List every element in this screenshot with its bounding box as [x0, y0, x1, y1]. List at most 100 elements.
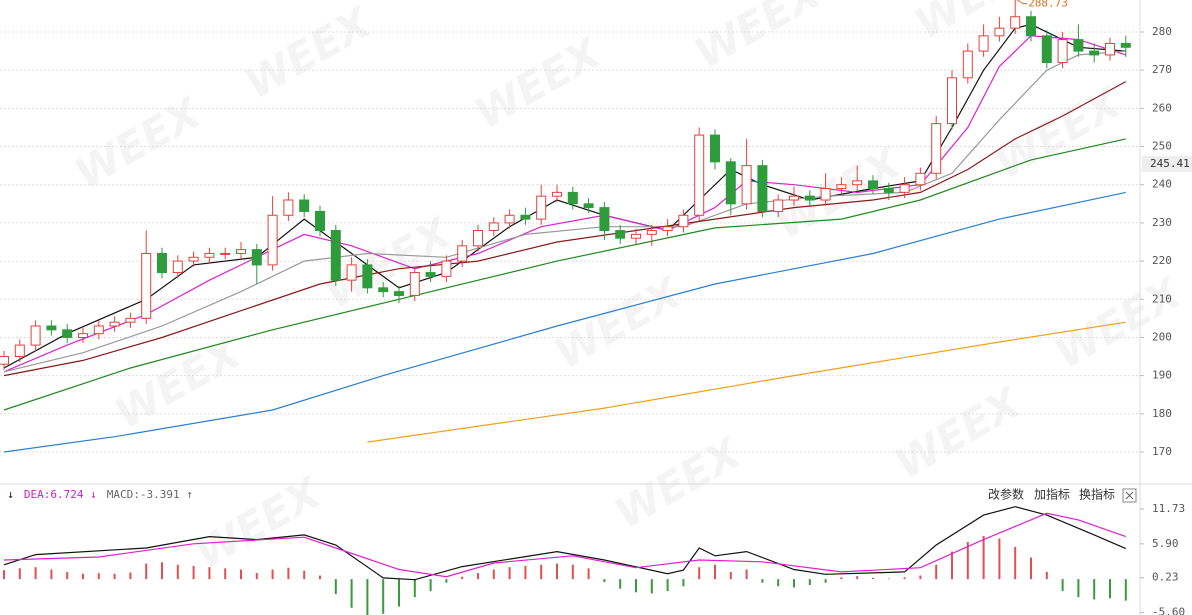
button[interactable]: 改参数	[988, 487, 1024, 502]
macd-bar	[461, 576, 464, 580]
y-tick-label: 220	[1152, 254, 1172, 267]
candle-body	[141, 252, 152, 319]
candle-body	[504, 214, 515, 224]
macd-bar	[887, 578, 890, 580]
macd-bar	[872, 577, 874, 580]
macd-bar	[729, 571, 732, 580]
macd-bar	[398, 579, 400, 607]
y-tick-label: -5.60	[1152, 606, 1185, 615]
button[interactable]: 换指标	[1079, 487, 1115, 502]
candle-body	[346, 264, 357, 281]
candle-body	[536, 195, 547, 220]
watermark: WEEX	[106, 327, 251, 439]
macd-bar	[303, 570, 306, 580]
candle-body	[520, 214, 531, 220]
candle-body	[172, 260, 183, 274]
y-tick-label: 0.23	[1152, 571, 1179, 584]
macd-bar	[113, 573, 116, 580]
candle-body	[378, 287, 389, 293]
candle-body	[552, 191, 562, 197]
candle-body	[251, 249, 262, 266]
candle-body	[615, 230, 626, 239]
y-tick-label: 260	[1152, 101, 1172, 114]
macd-bar	[161, 562, 163, 580]
ma-line	[3, 35, 1126, 373]
candle-body	[1105, 42, 1115, 56]
candle-body	[962, 50, 973, 79]
macd-bar	[192, 565, 195, 580]
ma-line	[3, 191, 1126, 453]
macd-bar	[287, 567, 290, 580]
candle-body	[457, 245, 468, 262]
candle-body	[931, 123, 942, 174]
macd-bar	[176, 564, 179, 580]
macd-bar	[698, 567, 701, 580]
y-tick-label: 210	[1152, 292, 1172, 305]
macd-bar	[208, 567, 211, 580]
macd-bar	[714, 564, 716, 580]
macd-bar	[571, 564, 574, 580]
y-tick-label: 270	[1152, 63, 1172, 76]
ma-line	[3, 512, 1126, 578]
candle-body	[236, 249, 246, 254]
candle-body	[188, 256, 199, 262]
y-tick-label: 5.90	[1152, 537, 1179, 550]
macd-bar	[587, 568, 590, 580]
macd-bar	[224, 568, 227, 580]
candle-body	[1010, 16, 1021, 29]
macd-bar	[145, 563, 148, 580]
legend-entry: DEA:6.724 ↓	[24, 488, 97, 501]
watermark: WEEX	[986, 77, 1131, 189]
close-button[interactable]	[1122, 488, 1137, 503]
macd-bar	[66, 571, 69, 580]
macd-bar	[3, 570, 5, 580]
macd-bar	[619, 579, 622, 589]
y-tick-label: 200	[1152, 330, 1172, 343]
candle-body	[836, 184, 847, 190]
macd-bar	[319, 575, 321, 580]
macd-bar	[982, 536, 985, 580]
macd-bar	[350, 579, 353, 608]
candle-body	[330, 230, 341, 281]
candle-body	[220, 252, 231, 255]
y-tick-label: 170	[1152, 445, 1172, 458]
macd-bar	[903, 577, 906, 580]
ma-line	[3, 138, 1126, 411]
watermark: WEEX	[236, 0, 381, 109]
macd-bar	[334, 579, 337, 595]
y-tick-label: 250	[1152, 140, 1172, 153]
max-label: 288.73	[1028, 0, 1068, 10]
candle-body	[883, 188, 894, 193]
candle-body	[773, 199, 784, 212]
candle-body	[804, 195, 815, 201]
y-tick-label: 240	[1152, 178, 1172, 191]
candle-body	[915, 172, 926, 186]
candle-body	[947, 77, 957, 125]
watermark: WEEX	[606, 427, 751, 539]
macd-bar	[1030, 557, 1032, 580]
button[interactable]: 加指标	[1034, 487, 1070, 502]
candle-body	[315, 210, 325, 232]
macd-bar	[413, 579, 416, 598]
candle-body	[994, 27, 1005, 37]
macd-bar	[635, 579, 637, 593]
macd-bar	[556, 563, 558, 580]
candle-body	[0, 356, 9, 365]
macd-bar	[840, 577, 843, 580]
macd-bar	[824, 579, 827, 583]
macd-bar	[745, 569, 748, 580]
candle-body	[1073, 39, 1084, 52]
macd-bar	[1109, 579, 1111, 599]
macd-bar	[18, 568, 21, 580]
candle-body	[978, 35, 989, 52]
y-tick-label: 180	[1152, 407, 1172, 420]
candle-body	[46, 325, 57, 331]
candle-body	[409, 272, 420, 296]
macd-bar	[998, 538, 1001, 580]
macd-bar	[808, 579, 811, 586]
macd-bar	[856, 576, 859, 580]
candle-body	[646, 230, 657, 235]
macd-bar	[682, 579, 685, 587]
macd-bar	[793, 579, 795, 588]
candle-body	[1057, 39, 1068, 64]
